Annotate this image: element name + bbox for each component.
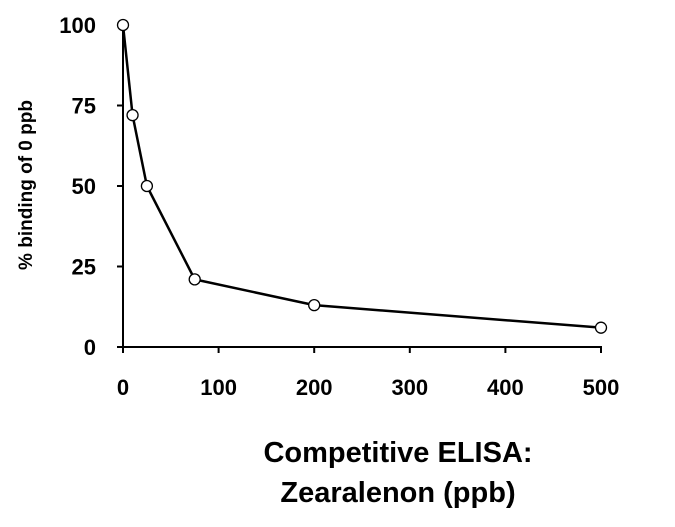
x-tick-label: 100	[200, 375, 237, 400]
x-axis-label-line-2: Zearalenon (ppb)	[280, 477, 515, 509]
data-point	[594, 321, 608, 334]
data-point	[126, 109, 139, 122]
y-tick-label: 25	[72, 255, 96, 280]
y-tick-label: 100	[59, 13, 96, 38]
x-axis-label-line-1: Competitive ELISA:	[263, 437, 532, 469]
x-tick-label: 200	[296, 375, 333, 400]
data-point	[188, 273, 201, 286]
axes	[117, 24, 602, 353]
data-point	[116, 18, 130, 32]
x-tick-label: 400	[487, 375, 524, 400]
series-group	[116, 18, 608, 334]
y-tick-labels: 0 25 50 75 100	[59, 13, 96, 360]
y-axis-label: % binding of 0 ppb	[16, 100, 37, 270]
y-tick-label: 50	[72, 174, 96, 199]
x-tick-label: 500	[583, 375, 620, 400]
x-tick-label: 300	[391, 375, 428, 400]
series-line	[121, 24, 602, 329]
x-tick-label: 0	[117, 375, 129, 400]
data-point	[140, 179, 154, 193]
x-tick-labels: 0 100 200 300 400 500	[117, 375, 619, 400]
y-tick-label: 0	[84, 335, 96, 360]
data-point	[308, 298, 321, 312]
y-tick-label: 75	[72, 94, 96, 119]
